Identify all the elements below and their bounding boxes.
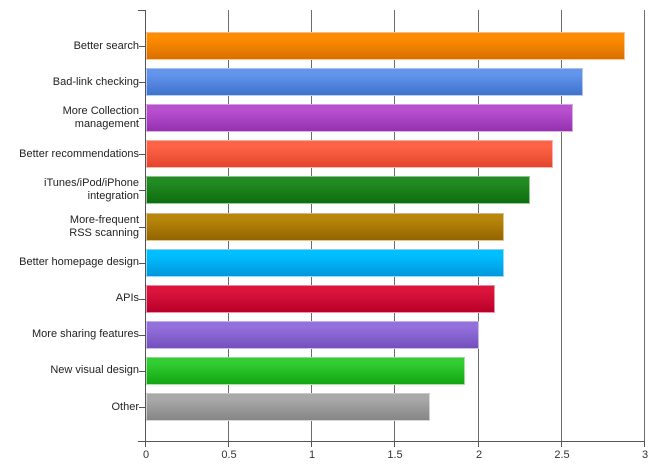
category-label: More-frequent RSS scanning [69,214,139,240]
category-label-line: management [74,118,139,130]
bar [146,104,573,132]
bar [146,176,530,204]
y-tick [139,335,145,336]
x-tick [228,441,229,447]
x-tick [394,441,395,447]
y-tick [139,371,145,372]
y-tick [139,227,145,228]
x-tick [561,441,562,447]
category-label-line: APIs [115,292,139,304]
category-label-line: More sharing features [32,328,139,340]
y-tick [139,263,145,264]
gridline [561,10,562,442]
y-tick [139,118,145,119]
x-tick [311,441,312,447]
x-tick [478,441,479,447]
x-tick [644,441,645,447]
bar [146,393,430,421]
bar [146,285,495,313]
category-label: Bad-link checking [53,76,139,89]
x-tick-label: 2 [475,449,483,461]
category-label: Better search [74,40,139,53]
bar [146,68,583,96]
bar [146,32,625,60]
x-tick-label: 0 [142,449,150,461]
bar [146,213,504,241]
y-tick [139,299,145,300]
category-label: Other [111,401,139,414]
category-label: iTunes/iPod/iPhone integration [44,177,139,203]
category-label-line: Better recommendations [19,148,139,160]
category-label-line: Other [111,401,139,413]
x-tick [145,441,146,447]
category-label-line: Bad-link checking [52,76,139,88]
category-label-line: More-frequent [69,214,139,226]
category-label: Better recommendations [19,148,139,161]
category-label-line: New visual design [50,364,139,376]
x-tick-label: 0.5 [221,449,237,461]
y-tick [139,154,145,155]
y-axis-top-tick [138,10,146,11]
category-label-line: More Collection [62,105,139,117]
x-tick-label: 1 [308,449,316,461]
category-label: New visual design [50,364,139,377]
category-label: Better homepage design [19,256,139,269]
bar [146,140,553,168]
category-label-line: Better search [73,40,139,52]
y-tick [139,46,145,47]
category-label-line: RSS scanning [69,227,139,239]
x-axis [138,441,645,442]
category-label: APIs [116,292,139,305]
category-label-line: iTunes/iPod/iPhone [44,177,139,189]
x-tick-label: 2.5 [554,449,570,461]
category-label: More sharing features [32,328,139,341]
x-tick-label: 1.5 [387,449,403,461]
y-tick [139,82,145,83]
gridline [644,10,645,442]
category-label-line: Better homepage design [19,256,139,268]
y-axis [145,10,146,442]
category-label-line: integration [87,190,139,202]
y-tick [139,190,145,191]
category-label: More Collection management [63,105,139,131]
bar [146,357,465,385]
x-tick-label: 3 [641,449,649,461]
bar [146,249,504,277]
y-tick [139,407,145,408]
bar [146,321,479,349]
